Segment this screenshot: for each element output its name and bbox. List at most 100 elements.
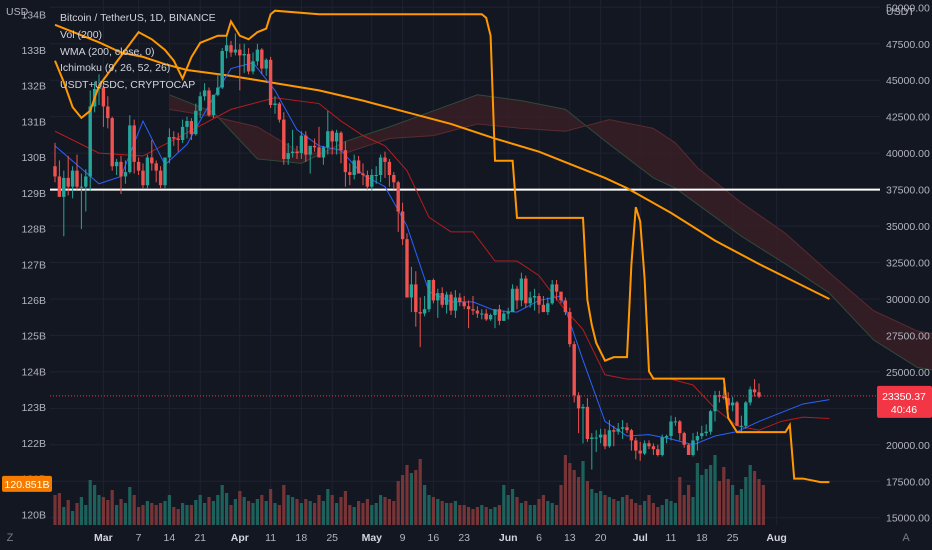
- volume-bar: [260, 495, 264, 525]
- volume-bar: [440, 501, 444, 525]
- y-right-tick-1: 47500.00: [886, 39, 930, 51]
- volume-bar: [546, 501, 550, 525]
- volume-bar: [150, 503, 154, 525]
- volume-bar: [731, 485, 735, 525]
- candle-body: [233, 49, 238, 53]
- volume-bar: [519, 503, 523, 525]
- candle-body: [568, 312, 572, 345]
- legend-ichimoku[interactable]: Ichimoku (9, 26, 52, 26): [60, 62, 171, 75]
- candle-body: [119, 161, 123, 177]
- volume-bar: [603, 495, 607, 525]
- candle-body: [713, 395, 717, 412]
- x-tick-1: 7: [136, 532, 142, 544]
- candle-body: [642, 443, 647, 454]
- volume-bar: [154, 505, 158, 525]
- volume-bar: [352, 507, 356, 525]
- volume-bar: [700, 475, 704, 525]
- candle-body: [163, 157, 167, 186]
- candle-body: [185, 121, 189, 127]
- candle-body: [620, 427, 625, 429]
- volume-bar: [141, 505, 145, 525]
- candle-body: [167, 137, 172, 158]
- legend-volume[interactable]: Vol (200): [60, 28, 103, 41]
- y-left-tick-2: 132B: [21, 81, 46, 93]
- candle-body: [84, 176, 88, 187]
- volume-bar: [594, 493, 598, 525]
- volume-bar: [612, 499, 616, 525]
- y-right-tick-2: 45000.00: [886, 75, 930, 87]
- volume-bar: [673, 503, 677, 525]
- volume-bar: [761, 485, 765, 525]
- legend-stablecoin-cap[interactable]: USDT+USDC, CRYPTOCAP: [60, 79, 196, 92]
- candle-body: [260, 49, 264, 69]
- candle-body: [198, 96, 202, 111]
- volume-bar: [409, 473, 413, 525]
- x-tick-19: 25: [727, 532, 739, 544]
- volume-bar: [387, 499, 391, 525]
- volume-bar: [691, 497, 695, 525]
- volume-bar: [264, 501, 268, 525]
- candle-body: [334, 132, 339, 142]
- candle-body: [436, 293, 440, 301]
- volume-bar: [189, 505, 193, 525]
- volume-bar: [71, 511, 75, 525]
- volume-bar: [475, 507, 479, 525]
- candle-body: [268, 59, 273, 105]
- volume-bar: [194, 500, 198, 525]
- volume-bar: [493, 507, 497, 525]
- candle-body: [216, 87, 220, 95]
- candle-body: [603, 434, 607, 447]
- volume-bar: [361, 503, 365, 525]
- volume-bar: [365, 499, 369, 525]
- candle-body: [449, 294, 453, 311]
- candle-body: [132, 125, 136, 162]
- candle-body: [400, 211, 405, 240]
- candle-body: [418, 312, 422, 314]
- volume-bar: [233, 499, 237, 525]
- candle-body: [502, 313, 506, 321]
- volume-bar: [181, 503, 185, 525]
- y-left-tick-11: 123B: [21, 402, 46, 414]
- volume-bar: [405, 465, 409, 525]
- candle-body: [524, 278, 528, 304]
- volume-bar: [524, 501, 528, 525]
- volume-bar: [119, 499, 123, 525]
- x-tick-13: 6: [536, 532, 542, 544]
- candle-body: [563, 300, 568, 313]
- y-right-tick-0: 50000.00: [886, 2, 930, 14]
- y-right-tick-14: 15000.00: [886, 513, 930, 525]
- volume-bar: [506, 495, 510, 525]
- candle-body: [352, 160, 356, 175]
- left-axis-unit: USD: [6, 6, 29, 18]
- volume-bar: [748, 465, 752, 525]
- candle-body: [378, 157, 383, 175]
- volume-bar: [343, 491, 347, 525]
- candle-body: [317, 147, 321, 158]
- candle-body: [546, 303, 550, 313]
- volume-bar: [101, 497, 105, 525]
- volume-bar: [167, 495, 171, 525]
- volume-bar: [335, 503, 339, 525]
- z-icon: Z: [7, 532, 14, 544]
- legend-symbol[interactable]: Bitcoin / TetherUS, 1D, BINANCE: [60, 12, 216, 24]
- volume-bar: [678, 477, 682, 525]
- candle-body: [669, 421, 673, 437]
- candle-body: [202, 90, 207, 97]
- candle-body: [414, 284, 418, 313]
- volume-bar: [713, 455, 717, 525]
- volume-bar: [247, 501, 251, 525]
- candle-body: [273, 103, 277, 105]
- legend-wma[interactable]: WMA (200, close, 0): [60, 45, 155, 58]
- x-tick-2: 14: [164, 532, 176, 544]
- left-value-text: 120.851B: [5, 479, 50, 491]
- candle-body: [286, 153, 290, 159]
- volume-bar: [374, 503, 378, 525]
- candle-body: [150, 157, 154, 164]
- volume-bar: [220, 485, 224, 525]
- y-left-tick-10: 124B: [21, 366, 46, 378]
- candle-body: [647, 443, 651, 447]
- candle-body: [242, 53, 246, 56]
- candle-body: [422, 309, 427, 314]
- candle-body: [458, 297, 462, 302]
